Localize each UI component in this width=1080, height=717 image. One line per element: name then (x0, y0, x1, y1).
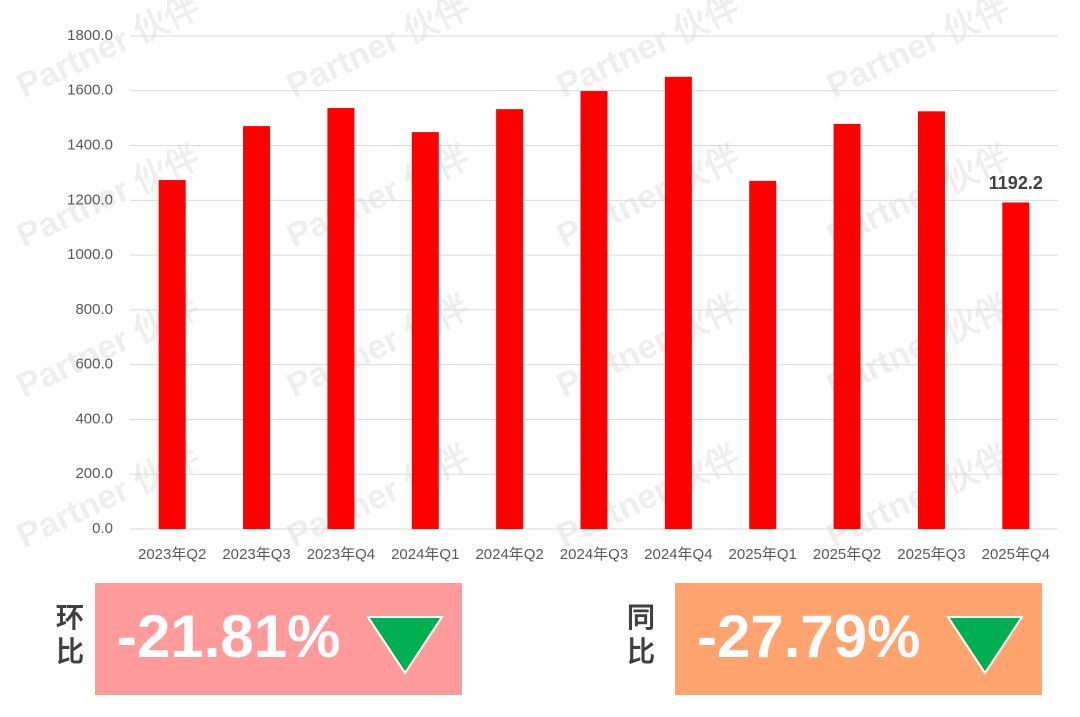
kpi-value: -21.81% (117, 603, 340, 670)
y-tick-label: 200.0 (75, 465, 113, 482)
x-tick-label: 2025年Q4 (982, 546, 1050, 563)
watermark-text: Partner 伙伴 (281, 138, 475, 255)
kpi-label-char: 比 (627, 636, 655, 667)
bar (496, 109, 524, 530)
y-tick-label: 1600.0 (67, 82, 113, 99)
down-triangle (946, 616, 1024, 675)
bar (664, 76, 692, 529)
x-tick-label: 2025年Q1 (729, 546, 797, 563)
bar (327, 108, 355, 529)
watermark-text: Partner 伙伴 (551, 138, 745, 255)
y-tick-label: 1000.0 (67, 246, 113, 263)
y-tick-label: 1200.0 (67, 191, 113, 208)
watermark-text: Partner 伙伴 (551, 288, 745, 405)
x-tick-label: 2023年Q2 (138, 546, 206, 563)
bar (158, 180, 186, 529)
bar (749, 180, 777, 530)
x-tick-label: 2024年Q4 (644, 546, 712, 563)
y-tick-label: 800.0 (75, 301, 113, 318)
y-tick-label: 1800.0 (67, 27, 113, 44)
x-tick-label: 2025年Q2 (813, 546, 881, 563)
bar (580, 91, 608, 529)
bar (917, 111, 945, 529)
x-tick-label: 2023年Q3 (222, 546, 290, 563)
kpi-value: -27.79% (697, 603, 920, 670)
data-label: 1192.2 (989, 173, 1043, 193)
x-tick-label: 2024年Q2 (475, 546, 543, 563)
bar (243, 126, 271, 530)
watermark-text: Partner 伙伴 (281, 438, 475, 555)
y-tick-label: 400.0 (75, 410, 113, 427)
watermark-text: Partner 伙伴 (281, 0, 475, 105)
watermark-text: Partner 伙伴 (551, 0, 745, 105)
kpi-label: 环比 (56, 602, 84, 667)
watermark-text: Partner 伙伴 (821, 0, 1015, 105)
y-tick-label: 600.0 (75, 356, 113, 373)
y-tick-label: 1400.0 (67, 137, 113, 154)
bar (411, 132, 439, 529)
x-tick-label: 2024年Q3 (560, 546, 628, 563)
kpi-label-char: 同 (627, 602, 655, 633)
bar (833, 123, 861, 529)
bar (1002, 202, 1030, 529)
x-tick-label: 2025年Q3 (897, 546, 965, 563)
y-tick-label: 0.0 (92, 520, 113, 537)
kpi-label-char: 环 (56, 602, 84, 633)
watermark-text: Partner 伙伴 (551, 438, 745, 555)
kpi-label-char: 比 (56, 636, 84, 667)
kpi-label: 同比 (627, 602, 655, 667)
x-tick-label: 2024年Q1 (391, 546, 459, 563)
watermark-text: Partner 伙伴 (281, 288, 475, 405)
down-triangle (366, 616, 444, 675)
x-tick-label: 2023年Q4 (307, 546, 375, 563)
